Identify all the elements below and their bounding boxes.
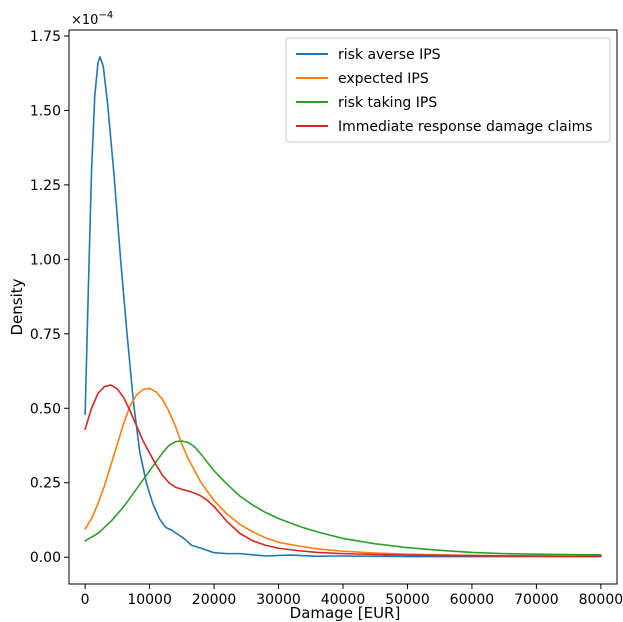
legend-label: expected IPS <box>338 71 429 87</box>
x-tick-label: 80000 <box>579 592 623 608</box>
y-axis-label: Density <box>8 278 26 335</box>
x-axis-label: Damage [EUR] <box>290 604 401 622</box>
y-axis: 0.00 0.25 0.50 0.75 1.00 1.25 1.50 1.75 <box>30 29 69 566</box>
x-tick-label: 10000 <box>127 592 172 608</box>
y-tick-label: 1.50 <box>30 103 61 119</box>
series-line-4 <box>84 384 602 558</box>
x-tick-label: 40000 <box>321 592 366 608</box>
series-line-1 <box>84 56 602 558</box>
x-tick-label: 70000 <box>514 592 559 608</box>
y-tick-label: 0.00 <box>30 550 61 566</box>
series-line-2 <box>84 387 602 558</box>
x-tick-label: 0 <box>81 592 90 608</box>
y-tick-label: 0.50 <box>30 401 61 417</box>
series-line-3 <box>84 440 602 556</box>
y-tick-label: 1.75 <box>30 29 61 45</box>
x-tick-label: 60000 <box>450 592 495 608</box>
legend-label: risk averse IPS <box>338 47 441 63</box>
y-tick-label: 1.25 <box>30 178 61 194</box>
x-tick-label: 30000 <box>256 592 301 608</box>
y-tick-label: 0.25 <box>30 476 61 492</box>
legend-label: Immediate response damage claims <box>338 119 593 135</box>
y-tick-label: 0.75 <box>30 327 61 343</box>
y-scale-exponent: ×10−4 <box>71 10 113 28</box>
legend-label: risk taking IPS <box>338 95 437 111</box>
x-axis: 0 10000 20000 30000 40000 50000 60000 70000 8000… <box>81 584 623 608</box>
legend: risk averse IPS expected IPS risk taking I… <box>285 37 611 143</box>
x-tick-label: 20000 <box>192 592 237 608</box>
x-tick-label: 50000 <box>385 592 430 608</box>
y-tick-label: 1.00 <box>30 252 61 268</box>
legend-box <box>285 37 611 143</box>
